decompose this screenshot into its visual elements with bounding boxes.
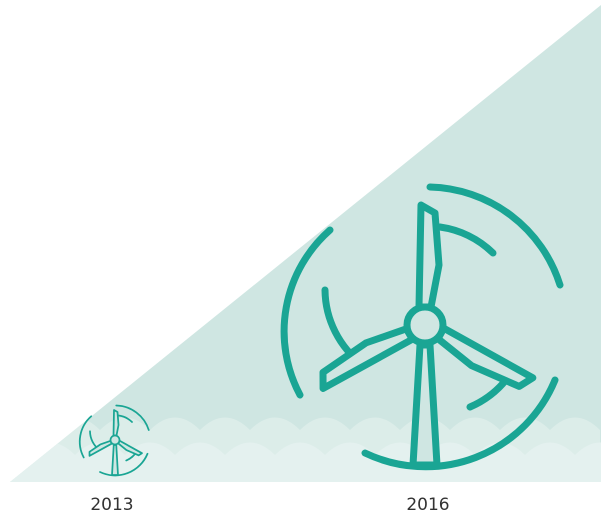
year-label: 2016	[406, 495, 449, 515]
background-triangle	[10, 5, 601, 482]
infographic: 2013 2016	[0, 0, 601, 517]
year-label: 2013	[90, 495, 133, 515]
